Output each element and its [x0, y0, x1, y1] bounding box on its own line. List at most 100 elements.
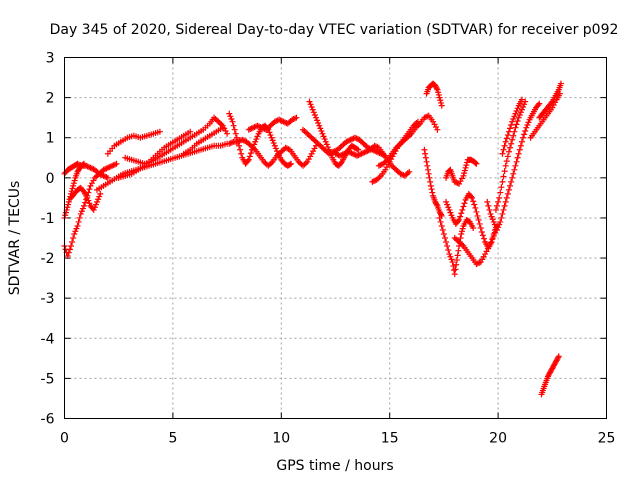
data-point — [443, 198, 450, 205]
data-point — [246, 153, 253, 160]
data-point — [525, 119, 532, 126]
data-point — [71, 177, 78, 184]
y-tick-label: -4 — [41, 331, 55, 347]
data-point — [487, 210, 494, 217]
data-point — [511, 113, 518, 120]
data-point — [468, 193, 474, 200]
data-point — [78, 208, 85, 215]
data-point — [478, 228, 485, 235]
data-point — [505, 148, 512, 155]
data-point — [94, 198, 101, 205]
plot-frame — [64, 57, 607, 419]
data-point — [320, 133, 327, 140]
data-point — [499, 150, 506, 157]
data-point — [318, 128, 325, 135]
y-tick-label: 2 — [46, 91, 55, 107]
data-point — [502, 198, 509, 205]
y-tick-label: 3 — [46, 51, 55, 67]
data-point — [448, 212, 455, 219]
y-tick-label: -2 — [41, 251, 55, 267]
data-point — [268, 134, 275, 141]
data-point — [254, 133, 261, 140]
x-tick-label: 0 — [60, 431, 69, 447]
data-point — [293, 114, 300, 121]
data-point — [458, 210, 465, 217]
data-point — [484, 198, 491, 205]
data-point — [62, 212, 69, 219]
data-point — [428, 186, 435, 193]
data-point — [65, 201, 72, 208]
data-point — [64, 204, 71, 211]
data-point — [520, 134, 527, 141]
data-point — [504, 132, 511, 139]
data-point — [507, 125, 514, 132]
data-point — [458, 228, 465, 235]
data-point — [504, 153, 511, 160]
data-point — [414, 118, 421, 125]
data-point — [521, 131, 528, 138]
data-point — [427, 182, 434, 189]
data-point — [62, 209, 69, 216]
data-point — [229, 118, 236, 125]
data-point — [510, 132, 517, 139]
data-point — [512, 162, 519, 169]
data-point — [463, 162, 470, 169]
data-point — [70, 235, 77, 241]
data-point — [473, 160, 480, 167]
data-point — [253, 136, 260, 143]
data-point — [514, 105, 521, 112]
data-point — [505, 128, 512, 135]
data-point — [435, 89, 442, 96]
data-point — [494, 202, 501, 209]
data-point — [237, 146, 244, 153]
data-point — [520, 103, 527, 110]
data-point — [457, 213, 464, 220]
data-point — [231, 126, 238, 133]
data-point — [472, 160, 479, 167]
data-point — [73, 225, 80, 232]
data-point — [535, 101, 542, 108]
data-point — [92, 201, 99, 208]
data-point — [496, 194, 503, 201]
data-point — [509, 118, 516, 125]
data-point — [81, 202, 88, 209]
data-point — [441, 235, 448, 241]
data-point — [474, 212, 481, 219]
data-point — [187, 128, 194, 135]
data-point — [555, 354, 562, 361]
data-point — [434, 86, 441, 93]
data-point — [447, 209, 454, 216]
data-point — [429, 189, 436, 196]
data-point — [65, 198, 72, 205]
data-point — [310, 109, 317, 116]
data-point — [306, 98, 313, 105]
axis-ticks: 0 5 10 15 20 25 -6 -5 -4 -3 -2 -1 0 1 2 3 — [41, 51, 616, 447]
data-point — [433, 201, 440, 208]
data-point — [476, 259, 483, 266]
data-point — [438, 222, 445, 229]
data-point — [475, 216, 482, 223]
data-point — [490, 218, 497, 225]
data-point — [230, 122, 237, 129]
data-point — [511, 166, 518, 173]
data-point — [498, 214, 505, 221]
y-tick-label: -1 — [41, 211, 55, 227]
data-point — [446, 206, 453, 213]
data-point — [450, 263, 457, 270]
data-point — [494, 226, 501, 233]
data-point — [522, 128, 529, 135]
data-point — [269, 137, 276, 144]
data-point — [75, 218, 82, 225]
data-point — [308, 103, 315, 110]
data-point — [324, 144, 331, 151]
data-point — [219, 124, 226, 131]
data-point — [500, 146, 507, 153]
data-point — [472, 204, 479, 211]
data-point — [481, 235, 488, 242]
data-point — [156, 128, 163, 135]
data-point — [437, 218, 444, 225]
data-point — [226, 110, 233, 117]
data-point — [85, 189, 92, 196]
data-point — [518, 96, 525, 103]
data-point — [354, 146, 361, 153]
